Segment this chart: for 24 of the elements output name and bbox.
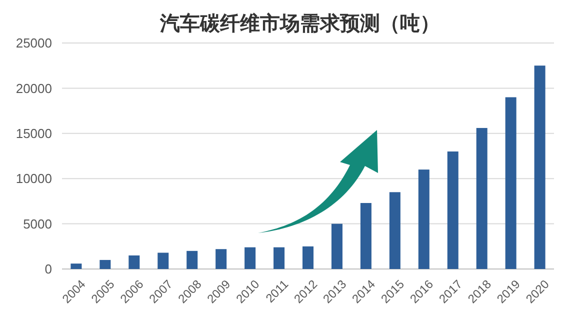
bar (302, 246, 314, 269)
bar (389, 192, 400, 269)
y-tick-label: 5000 (23, 216, 52, 232)
bar (216, 249, 227, 269)
bar (505, 97, 516, 269)
bar (418, 170, 430, 269)
bar (534, 66, 546, 269)
bar (70, 264, 82, 269)
bar (274, 247, 285, 269)
bar (158, 252, 169, 269)
bar (186, 250, 198, 269)
bar (476, 128, 488, 269)
y-tick-label: 15000 (16, 126, 52, 141)
bar (360, 203, 372, 269)
bar (128, 255, 140, 269)
bar (100, 260, 111, 269)
bar (447, 151, 458, 269)
y-tick-label: 25000 (16, 36, 52, 51)
y-tick-label: 20000 (16, 80, 52, 96)
bar (244, 247, 256, 269)
y-tick-label: 10000 (16, 171, 52, 186)
chart-title: 汽车碳纤维市场需求预测（吨） (159, 11, 440, 35)
bar (331, 224, 342, 269)
y-tick-label: 0 (44, 262, 52, 277)
